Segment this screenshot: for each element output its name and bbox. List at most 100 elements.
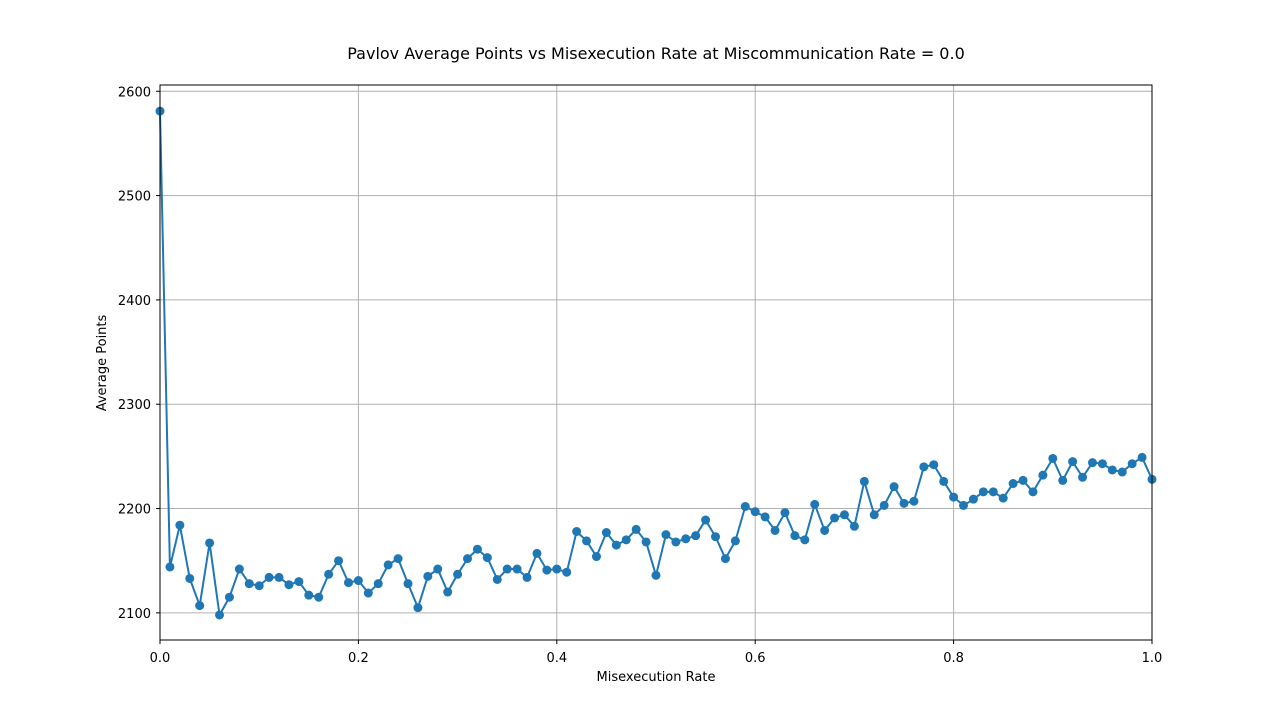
y-tick-label: 2600 bbox=[118, 85, 151, 100]
data-point bbox=[790, 531, 800, 541]
data-point bbox=[492, 574, 502, 584]
data-point bbox=[562, 567, 572, 577]
data-point bbox=[711, 532, 721, 542]
data-point bbox=[849, 521, 859, 531]
data-point bbox=[631, 524, 641, 534]
data-point bbox=[701, 515, 711, 525]
data-point bbox=[512, 564, 522, 574]
y-tick-label: 2200 bbox=[118, 503, 151, 518]
data-point bbox=[839, 510, 849, 520]
data-point bbox=[988, 487, 998, 497]
data-point bbox=[274, 572, 284, 582]
data-point bbox=[393, 554, 403, 564]
data-point bbox=[453, 569, 463, 579]
data-point bbox=[294, 577, 304, 587]
data-point bbox=[760, 512, 770, 522]
data-point bbox=[1028, 487, 1038, 497]
data-point bbox=[780, 508, 790, 518]
data-point bbox=[810, 499, 820, 509]
x-tick-label: 0.8 bbox=[943, 651, 964, 666]
x-tick-label: 1.0 bbox=[1142, 651, 1163, 666]
data-point bbox=[234, 564, 244, 574]
data-point bbox=[919, 462, 929, 472]
data-point bbox=[185, 573, 195, 583]
data-point bbox=[314, 592, 324, 602]
data-point bbox=[413, 603, 423, 613]
data-point bbox=[463, 554, 473, 564]
data-point bbox=[770, 525, 780, 535]
data-point bbox=[304, 590, 314, 600]
data-point bbox=[661, 530, 671, 540]
data-point bbox=[224, 592, 234, 602]
data-point bbox=[869, 510, 879, 520]
data-point bbox=[800, 535, 810, 545]
data-point bbox=[968, 494, 978, 504]
data-point bbox=[1137, 452, 1147, 462]
data-point bbox=[423, 571, 433, 581]
data-point bbox=[1058, 475, 1068, 485]
x-axis-ticks: 0.0 0.2 0.4 0.6 0.8 1.0 bbox=[150, 640, 1163, 666]
data-point bbox=[978, 487, 988, 497]
data-point bbox=[582, 536, 592, 546]
data-point bbox=[215, 610, 225, 620]
data-point bbox=[611, 540, 621, 550]
data-point bbox=[363, 588, 373, 598]
data-point bbox=[859, 476, 869, 486]
data-point bbox=[324, 569, 334, 579]
chart-title: Pavlov Average Points vs Misexecution Ra… bbox=[347, 44, 965, 63]
data-point bbox=[830, 513, 840, 523]
data-point bbox=[264, 572, 274, 582]
data-point bbox=[373, 579, 383, 589]
data-point bbox=[443, 587, 453, 597]
data-point bbox=[552, 564, 562, 574]
data-point bbox=[195, 601, 205, 611]
data-point bbox=[750, 507, 760, 517]
data-point bbox=[353, 576, 363, 586]
data-point bbox=[472, 544, 482, 554]
data-point bbox=[691, 531, 701, 541]
data-point bbox=[254, 581, 264, 591]
data-point bbox=[591, 552, 601, 562]
data-point bbox=[1117, 467, 1127, 477]
data-point bbox=[929, 460, 939, 470]
data-point bbox=[1048, 453, 1058, 463]
data-point bbox=[334, 556, 344, 566]
data-point bbox=[572, 527, 582, 536]
y-tick-label: 2100 bbox=[118, 607, 151, 622]
data-point bbox=[532, 548, 542, 558]
data-point bbox=[681, 534, 691, 544]
data-point bbox=[720, 554, 730, 564]
x-tick-label: 0.0 bbox=[150, 651, 171, 666]
y-tick-label: 2400 bbox=[118, 294, 151, 309]
data-point bbox=[244, 579, 254, 589]
data-point bbox=[522, 572, 532, 582]
data-point bbox=[740, 501, 750, 511]
y-tick-label: 2500 bbox=[118, 190, 151, 205]
data-point bbox=[343, 578, 353, 588]
y-axis-label: Average Points bbox=[95, 314, 110, 411]
data-point bbox=[909, 496, 919, 506]
x-axis-label: Misexecution Rate bbox=[597, 670, 716, 685]
data-point bbox=[1008, 479, 1018, 489]
data-point bbox=[482, 553, 492, 563]
data-point bbox=[671, 537, 681, 547]
plot-frame bbox=[159, 84, 1153, 641]
data-point bbox=[949, 492, 959, 502]
data-point bbox=[1107, 465, 1117, 475]
data-point bbox=[959, 500, 969, 510]
data-point bbox=[899, 498, 909, 508]
data-point bbox=[601, 528, 611, 538]
data-point bbox=[433, 564, 443, 574]
data-point bbox=[641, 537, 651, 547]
data-point bbox=[502, 564, 512, 574]
data-point bbox=[621, 535, 631, 545]
data-point bbox=[998, 493, 1008, 503]
data-point bbox=[1038, 470, 1048, 480]
data-point bbox=[383, 560, 393, 570]
data-point bbox=[651, 570, 661, 580]
x-tick-label: 0.6 bbox=[745, 651, 766, 666]
data-point bbox=[889, 482, 899, 492]
data-point bbox=[1127, 459, 1137, 469]
data-point bbox=[205, 538, 215, 548]
